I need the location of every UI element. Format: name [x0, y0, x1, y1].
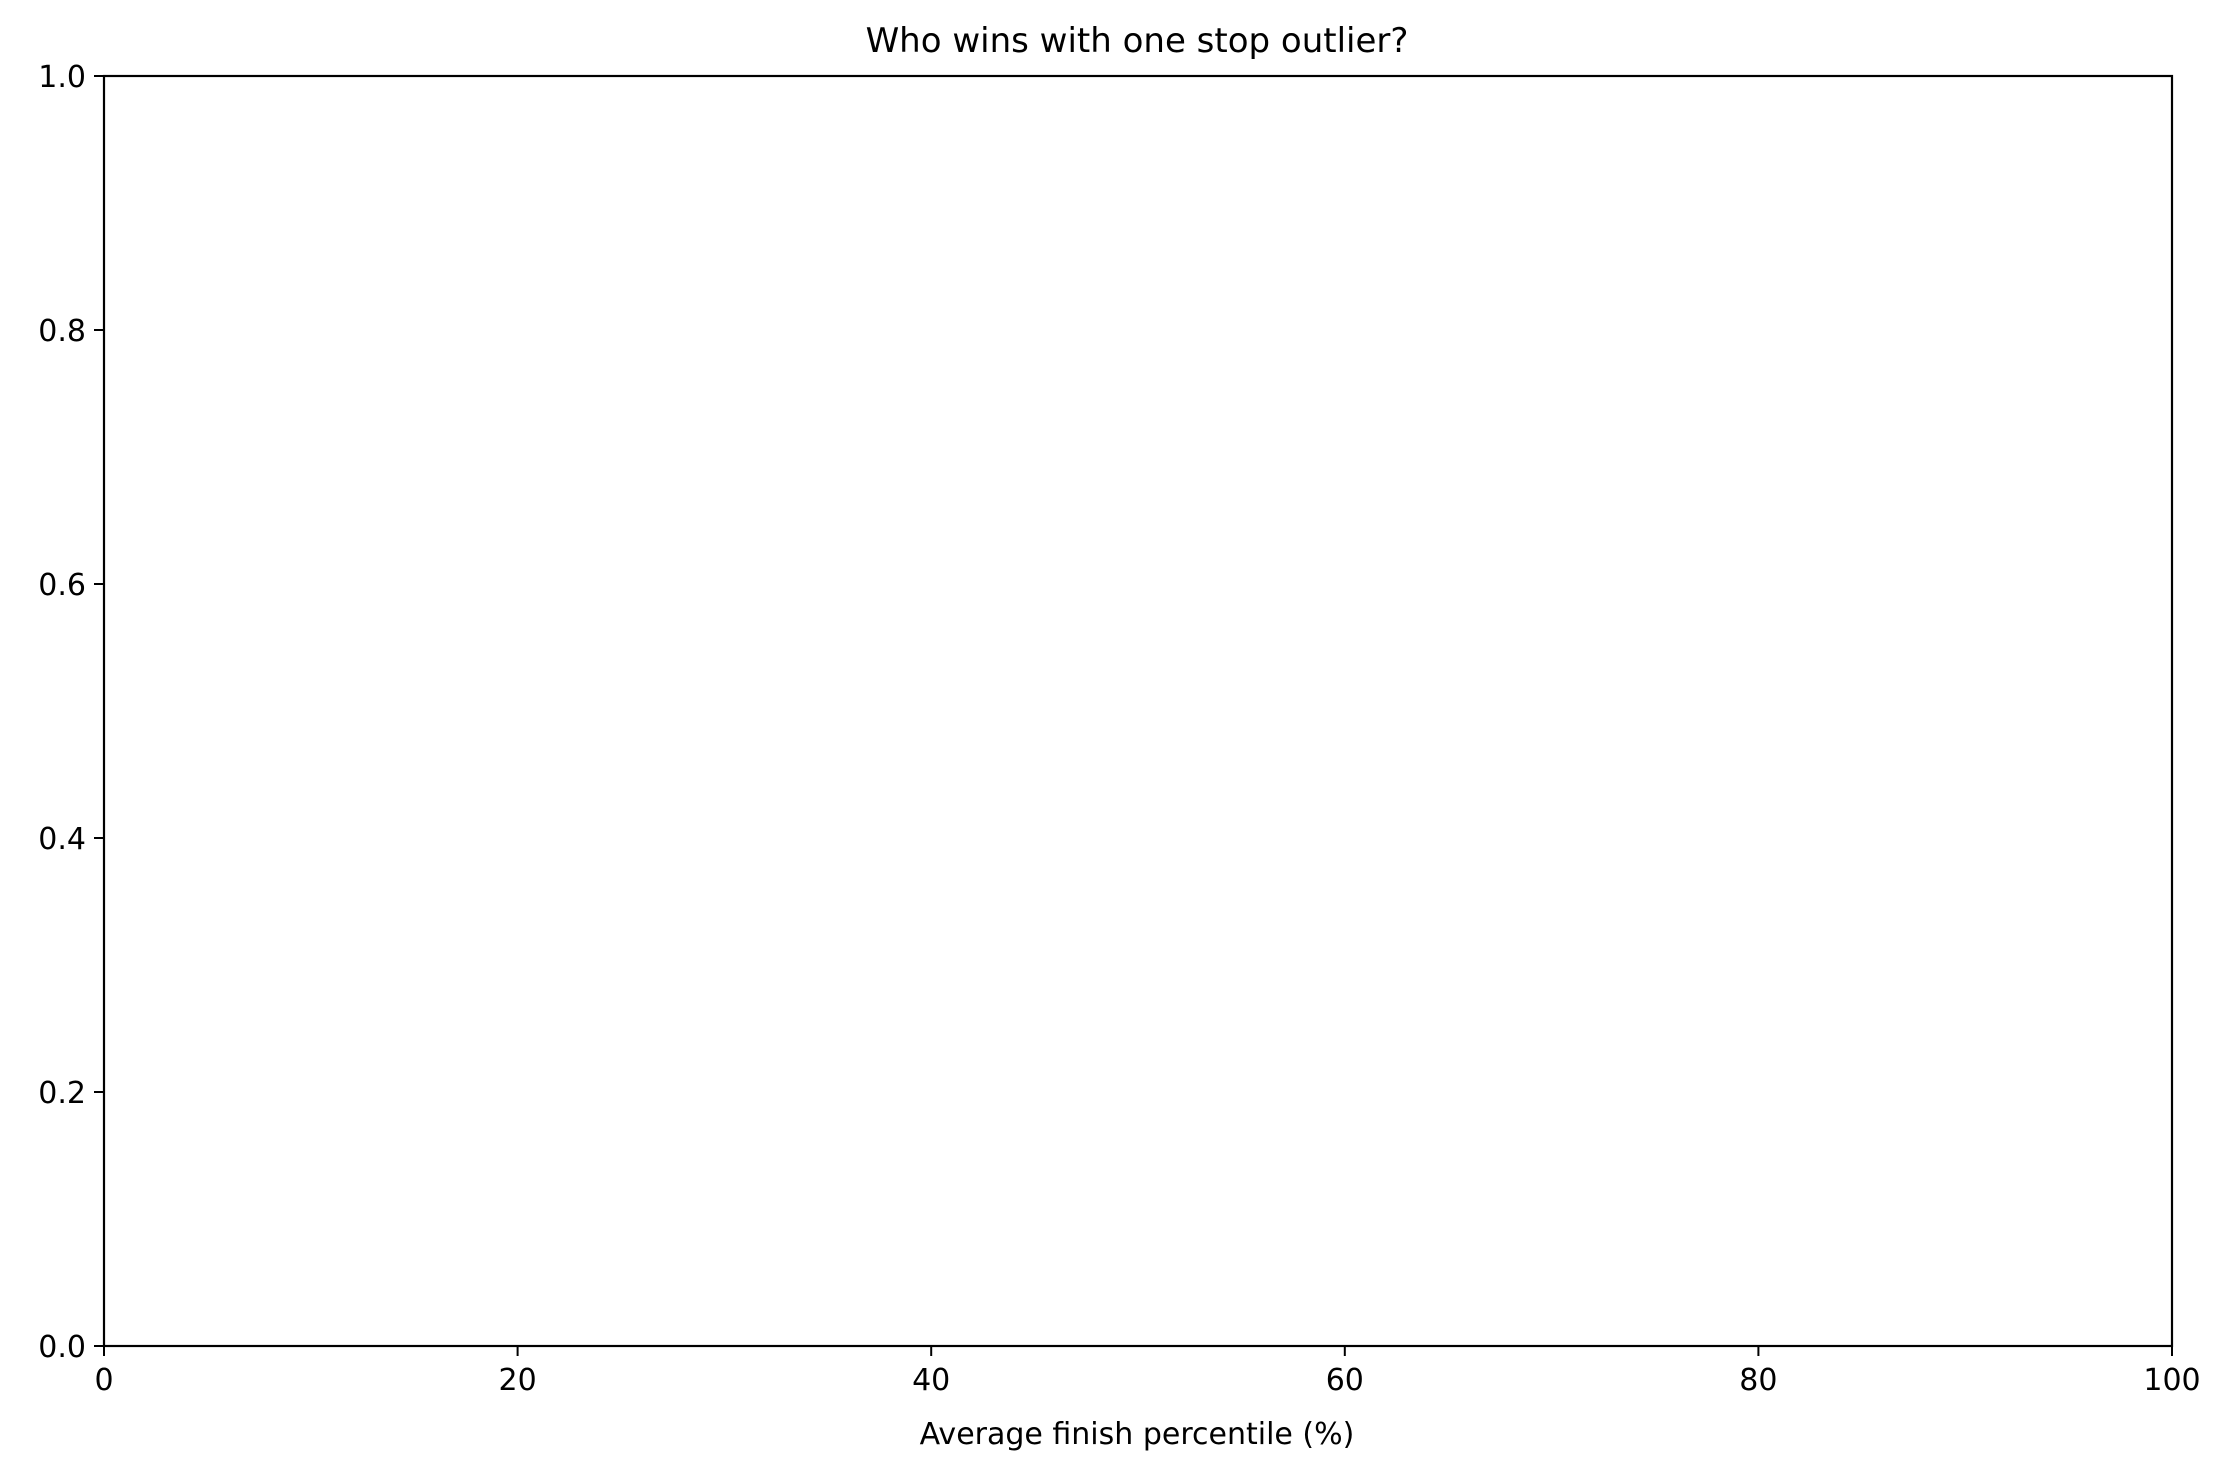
x-axis-label: Average finish percentile (%): [920, 1417, 1355, 1452]
x-tick-label: 20: [499, 1363, 537, 1398]
plot-area: [102, 74, 2174, 1348]
chart-title: Who wins with one stop outlier?: [866, 21, 1409, 61]
x-tick-label: 80: [1739, 1363, 1777, 1398]
x-tick-label: 100: [2143, 1363, 2200, 1398]
y-tick-label: 0.8: [38, 314, 86, 349]
x-axis: 0 20 40 60 80 100: [94, 1346, 2201, 1398]
y-tick-label: 0.2: [38, 1076, 86, 1111]
x-tick-label: 0: [94, 1363, 113, 1398]
y-tick-label: 0.4: [38, 822, 86, 857]
y-axis: 0.0 0.2 0.4 0.6 0.8 1.0: [38, 60, 104, 1365]
x-tick-label: 40: [912, 1363, 950, 1398]
y-tick-label: 0.0: [38, 1330, 86, 1365]
y-tick-label: 1.0: [38, 60, 86, 95]
y-tick-label: 0.6: [38, 568, 86, 603]
x-tick-label: 60: [1326, 1363, 1364, 1398]
